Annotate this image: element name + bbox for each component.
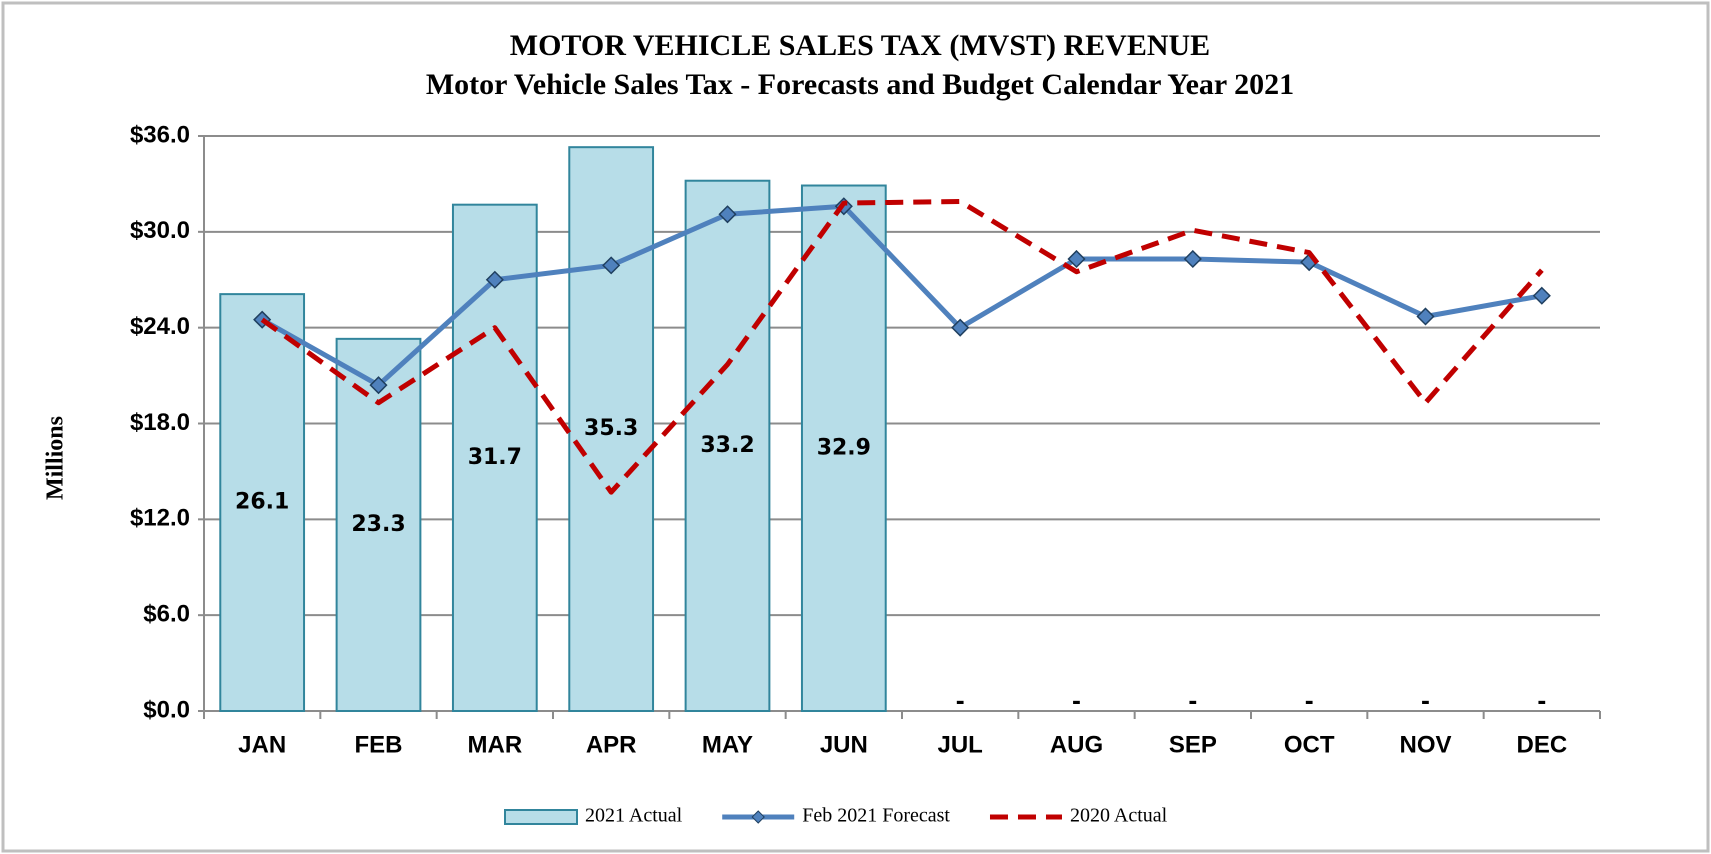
x-tick-label: JUL [937,731,982,758]
legend-label: Feb 2021 Forecast [802,805,950,827]
data-label: - [1421,690,1430,715]
data-label: - [1537,690,1546,715]
marker [718,205,737,224]
data-label: 33.2 [700,433,754,458]
legend-label: 2020 Actual [1070,805,1168,827]
marker [485,270,504,289]
y-tick-label: $12.0 [130,505,190,532]
legend-marker [751,810,765,824]
y-tick-label: $24.0 [130,313,190,340]
chart-title: MOTOR VEHICLE SALES TAX (MVST) REVENUE [510,29,1210,62]
x-tick-label: NOV [1399,731,1451,758]
x-tick-label: FEB [355,731,403,758]
marker [1532,286,1551,305]
bar [800,184,887,712]
x-tick-label: OCT [1284,731,1335,758]
x-tick-label: MAR [468,731,523,758]
x-tick-label: JUN [820,731,868,758]
data-label: 26.1 [235,490,289,515]
bar [451,203,538,713]
legend-label: 2021 Actual [585,805,683,827]
line [260,203,1543,388]
x-tick-label: MAY [702,731,753,758]
chart-subtitle: Motor Vehicle Sales Tax - Forecasts and … [426,68,1294,101]
marker [1183,249,1202,269]
x-tick-label: APR [586,731,637,758]
y-tick-label: $0.0 [143,696,190,723]
data-label: - [1305,690,1314,715]
data-label: 23.3 [351,512,405,537]
y-axis-label: Millions [43,416,69,500]
x-tick-label: AUG [1050,731,1103,758]
data-label: - [1188,690,1197,715]
y-tick-label: $36.0 [130,121,190,148]
x-tick-label: SEP [1169,731,1217,758]
bar [219,293,306,712]
marker [602,256,621,275]
data-label: 32.9 [817,435,871,460]
legend-swatch [504,809,578,825]
bar [684,179,771,712]
data-label: 31.7 [468,445,522,470]
x-tick-label: DEC [1516,731,1567,758]
y-tick-label: $6.0 [143,601,190,628]
data-label: - [956,690,965,715]
bar [568,146,655,713]
data-label: 35.3 [584,416,638,441]
marker [369,376,388,395]
x-tick-label: JAN [238,731,286,758]
marker [1067,249,1086,269]
line [260,198,1544,495]
y-tick-label: $30.0 [130,217,190,244]
y-tick-label: $18.0 [130,409,190,436]
marker [951,318,970,337]
marker [1416,307,1435,326]
data-label: - [1072,690,1081,715]
